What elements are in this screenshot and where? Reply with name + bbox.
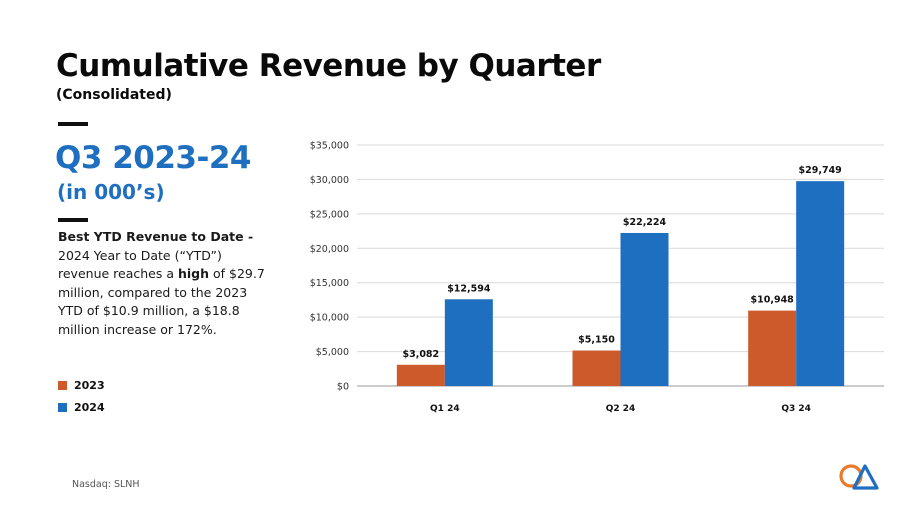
revenue-bar-chart: $0 $5,000 $10,000 $15,000 $20,000 $25,000 $30,… (310, 141, 884, 414)
data-label: $12,594 (447, 283, 491, 294)
y-tick-label: $10,000 (310, 313, 349, 324)
summary-part1: 2024 Year to Date (“YTD”) revenue reache… (58, 247, 222, 282)
bar-2024-2 (796, 181, 845, 386)
data-label: $22,224 (623, 217, 667, 228)
period-heading: Q3 2023-24 (55, 140, 252, 176)
legend-label-2023: 2023 (74, 378, 105, 392)
y-tick-label: $25,000 (310, 209, 349, 220)
bar-2023-0 (396, 364, 445, 386)
summary-text: Best YTD Revenue to Date - 2024 Year to … (58, 228, 273, 339)
bar-2024-0 (444, 299, 493, 386)
data-label: $3,082 (402, 349, 439, 360)
legend-swatch-2024 (58, 402, 67, 412)
y-tick-label: $30,000 (310, 175, 349, 186)
data-label: $29,749 (799, 165, 842, 176)
divider (58, 218, 88, 222)
x-tick-label: Q1 24 (430, 404, 460, 414)
bar-2023-2 (748, 310, 797, 386)
ticker-footer: Nasdaq: SLNH (72, 479, 140, 490)
page-subtitle: (Consolidated) (56, 87, 172, 103)
bar-2024-1 (620, 232, 669, 386)
y-tick-label: $20,000 (310, 244, 349, 255)
data-label: $10,948 (751, 295, 795, 306)
divider (58, 122, 88, 126)
x-tick-label: Q2 24 (606, 404, 636, 414)
units-label: (in 000’s) (57, 180, 165, 204)
summary-lead: Best YTD Revenue to Date - (58, 229, 254, 244)
legend-label-2024: 2024 (74, 400, 105, 414)
chart-legend: 2023 2024 (58, 374, 105, 418)
x-tick-label: Q3 24 (781, 404, 811, 414)
bar-2023-1 (572, 350, 621, 386)
y-tick-label: $35,000 (310, 141, 349, 152)
y-tick-label: $0 (337, 382, 349, 393)
legend-item-2024: 2024 (58, 396, 105, 418)
summary-part2: of $29.7 million, compared to the 2023 Y… (58, 266, 265, 337)
data-label: $5,150 (578, 335, 615, 346)
legend-swatch-2023 (58, 380, 67, 390)
page-title: Cumulative Revenue by Quarter (56, 48, 601, 84)
legend-item-2023: 2023 (58, 374, 105, 396)
y-tick-label: $15,000 (310, 278, 349, 289)
summary-highlight: high (177, 266, 210, 281)
y-tick-label: $5,000 (316, 347, 349, 358)
company-logo-icon (839, 464, 879, 490)
